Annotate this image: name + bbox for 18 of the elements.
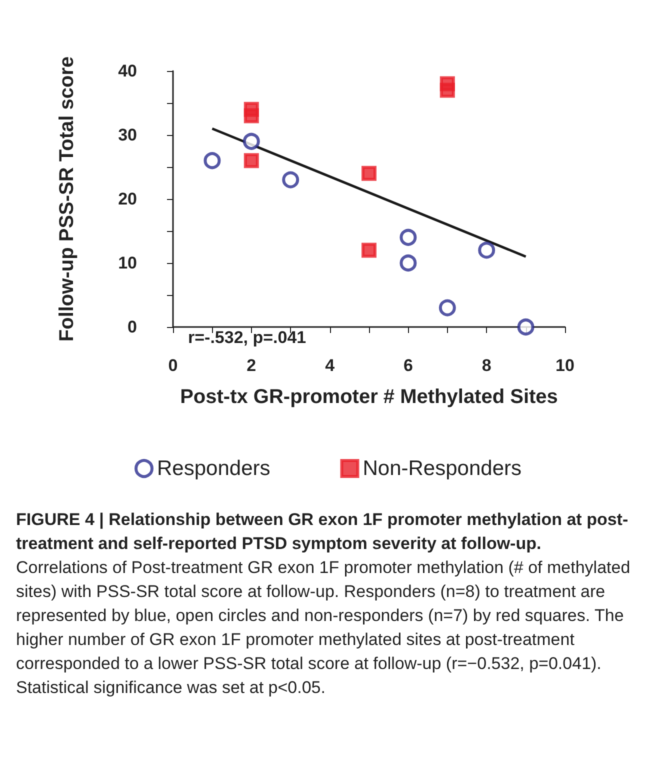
legend-label: Non-Responders bbox=[362, 457, 522, 480]
y-tick-label: 0 bbox=[128, 318, 137, 336]
x-tick-label: 0 bbox=[168, 356, 178, 375]
x-tick-label: 2 bbox=[246, 356, 256, 375]
x-tick-label: 4 bbox=[325, 356, 336, 375]
x-tick-label: 8 bbox=[482, 356, 492, 375]
y-tick-label: 40 bbox=[118, 62, 137, 80]
text: Correlations of Post-treatment GR exon 1F promoter methylation (# of methylated sites) with PSS-SR total score at follow-up. Responders (n=8) to treatment are represented by blue, open circles and non-responders (n=7) by red squares. The higher number of GR exon 1F promoter methylated sites at post-treatment corresponded to a lower PSS-SR total score at follow-up (r=−0.532, p=0.041). Statistical significance was set at p<0.05. bbox=[16, 558, 630, 697]
legend-label: Responders bbox=[157, 457, 270, 480]
y-axis-title: Follow-up PSS-SR Total score bbox=[56, 56, 78, 342]
y-tick-label: 10 bbox=[118, 254, 137, 272]
y-tick-label: 30 bbox=[118, 126, 137, 144]
x-tick-label: 10 bbox=[556, 356, 574, 375]
y-tick-label: 20 bbox=[118, 190, 137, 208]
caption: FIGURE 4 | Relationship between GR exon 1F promoter methylation at post-treatment and self-reported PTSD symptom severity at follow-up. bbox=[16, 510, 628, 553]
x-tick-label: 6 bbox=[403, 356, 413, 375]
x-axis-title: Post-tx GR-promoter # Methylated Sites bbox=[180, 386, 558, 408]
text: r=-.532, p=.041 bbox=[188, 328, 306, 347]
